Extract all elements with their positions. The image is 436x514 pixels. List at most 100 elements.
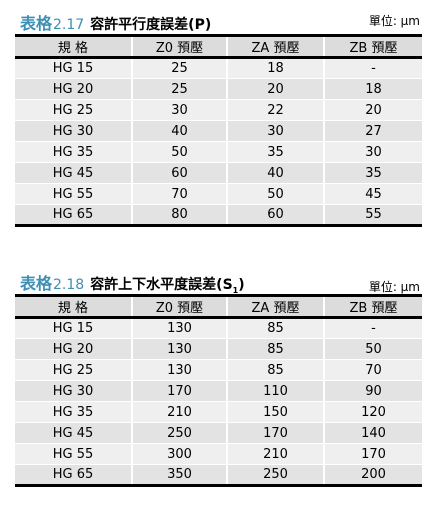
table-row: HG 25 30 22 20 [15,99,422,121]
model-cell: HG 20 [52,81,94,97]
table-caption: 表格2.18 容許上下水平度誤差(S1) [20,270,245,295]
value-cell: 70 [323,359,422,381]
model-cell: HG 45 [52,425,94,441]
table-caption: 表格2.17 容許平行度誤差(P) [20,10,211,34]
value-cell: 18 [323,78,422,100]
table-row: HG 45 250 170 140 [15,422,422,444]
value-cell: - [323,317,422,339]
value-cell: 170 [131,380,227,402]
value-cell: 20 [226,78,324,100]
value-cell: 130 [131,317,227,339]
table-row: HG 25 130 85 70 [15,359,422,381]
column-header: ZB 預壓 [323,295,422,318]
value-cell: 170 [323,443,422,465]
column-header: Z0 預壓 [131,295,227,318]
table-row: HG 15 25 18- [15,57,422,79]
table-number: 2.17 [53,17,85,33]
value-cell: 50 [323,338,422,360]
model-cell: HG 35 [52,144,94,160]
model-cell: HG 55 [52,446,94,462]
value-cell: 60 [131,162,227,184]
value-cell: 25 [131,57,227,79]
table-row: HG 30 170 110 90 [15,380,422,402]
value-cell: 250 [226,464,324,486]
value-cell: 200 [323,464,422,486]
model-cell: HG 35 [52,404,94,420]
level-tolerance-table: 規 格 Z0 預壓 ZA 預壓 ZB 預壓 HG 15 130 85- HG 20 130 85… [15,294,422,487]
value-cell: 130 [131,338,227,360]
table-title-main: 容許上下水平度誤差(S [90,277,233,293]
model-cell: HG 15 [52,61,94,76]
level-table-section: 表格2.18 容許上下水平度誤差(S1) 單位: µm 規 格 Z0 預壓 ZA 預壓… [15,268,422,487]
value-cell: - [323,57,422,79]
value-cell: 45 [323,183,422,205]
table-title-bar: 表格2.17 容許平行度誤差(P) 單位: µm [15,8,422,34]
table-row: HG 20 25 20 18 [15,78,422,100]
value-cell: 85 [226,317,324,339]
column-header: ZA 預壓 [226,295,324,318]
value-cell: 170 [226,422,324,444]
value-cell: 50 [131,141,227,163]
table-row: HG 55 70 50 45 [15,183,422,205]
table-row: HG 20 130 85 50 [15,338,422,360]
table-row: HG 35 210 150 120 [15,401,422,423]
column-header: 規 格 [57,41,89,56]
table-row: HG 30 40 30 27 [15,120,422,142]
table-row: HG 15 130 85- [15,317,422,339]
table-title-end: ) [238,277,245,293]
table-title-bar: 表格2.18 容許上下水平度誤差(S1) 單位: µm [15,268,422,295]
value-cell: 210 [131,401,227,423]
value-cell: 27 [323,120,422,142]
table-title-subscript: 1 [232,285,239,295]
value-cell: 70 [131,183,227,205]
model-cell: HG 45 [52,165,94,181]
value-cell: 210 [226,443,324,465]
model-cell: HG 20 [52,341,94,357]
parallelism-table-section: 表格2.17 容許平行度誤差(P) 單位: µm 規 格 Z0 預壓 ZA 預壓 ZB … [15,8,422,227]
column-header: ZA 預壓 [226,35,324,58]
value-cell: 130 [131,359,227,381]
value-cell: 250 [131,422,227,444]
table-tag: 表格 [20,14,53,33]
model-cell: HG 25 [52,362,94,378]
header-row: 規 格 Z0 預壓 ZA 預壓 ZB 預壓 [15,35,422,58]
value-cell: 22 [226,99,324,121]
value-cell: 50 [226,183,324,205]
value-cell: 35 [323,162,422,184]
model-cell: HG 15 [52,321,94,336]
table-title: 容許上下水平度誤差(S1) [90,277,245,295]
value-cell: 30 [323,141,422,163]
table-tag: 表格 [20,274,53,293]
value-cell: 300 [131,443,227,465]
value-cell: 30 [131,99,227,121]
model-cell: HG 30 [52,383,94,399]
table-row: HG 65 350 250 200 [15,464,422,486]
column-header: 規 格 [57,301,89,316]
value-cell: 150 [226,401,324,423]
value-cell: 110 [226,380,324,402]
table-row: HG 65 80 60 55 [15,204,422,226]
model-cell: HG 30 [52,123,94,139]
table-row: HG 55 300 210 170 [15,443,422,465]
value-cell: 30 [226,120,324,142]
column-header: Z0 預壓 [131,35,227,58]
value-cell: 40 [226,162,324,184]
model-cell: HG 65 [52,467,94,482]
unit-label: 單位: µm [368,280,420,294]
value-cell: 120 [323,401,422,423]
value-cell: 80 [131,204,227,226]
header-row: 規 格 Z0 預壓 ZA 預壓 ZB 預壓 [15,295,422,318]
value-cell: 85 [226,338,324,360]
value-cell: 25 [131,78,227,100]
value-cell: 20 [323,99,422,121]
parallelism-tolerance-table: 規 格 Z0 預壓 ZA 預壓 ZB 預壓 HG 15 25 18- HG 20 25 20 18… [15,34,422,227]
unit-label: 單位: µm [368,14,420,28]
value-cell: 85 [226,359,324,381]
value-cell: 40 [131,120,227,142]
value-cell: 90 [323,380,422,402]
model-cell: HG 65 [52,207,94,222]
value-cell: 55 [323,204,422,226]
model-cell: HG 25 [52,102,94,118]
table-number: 2.18 [53,277,85,293]
column-header: ZB 預壓 [323,35,422,58]
